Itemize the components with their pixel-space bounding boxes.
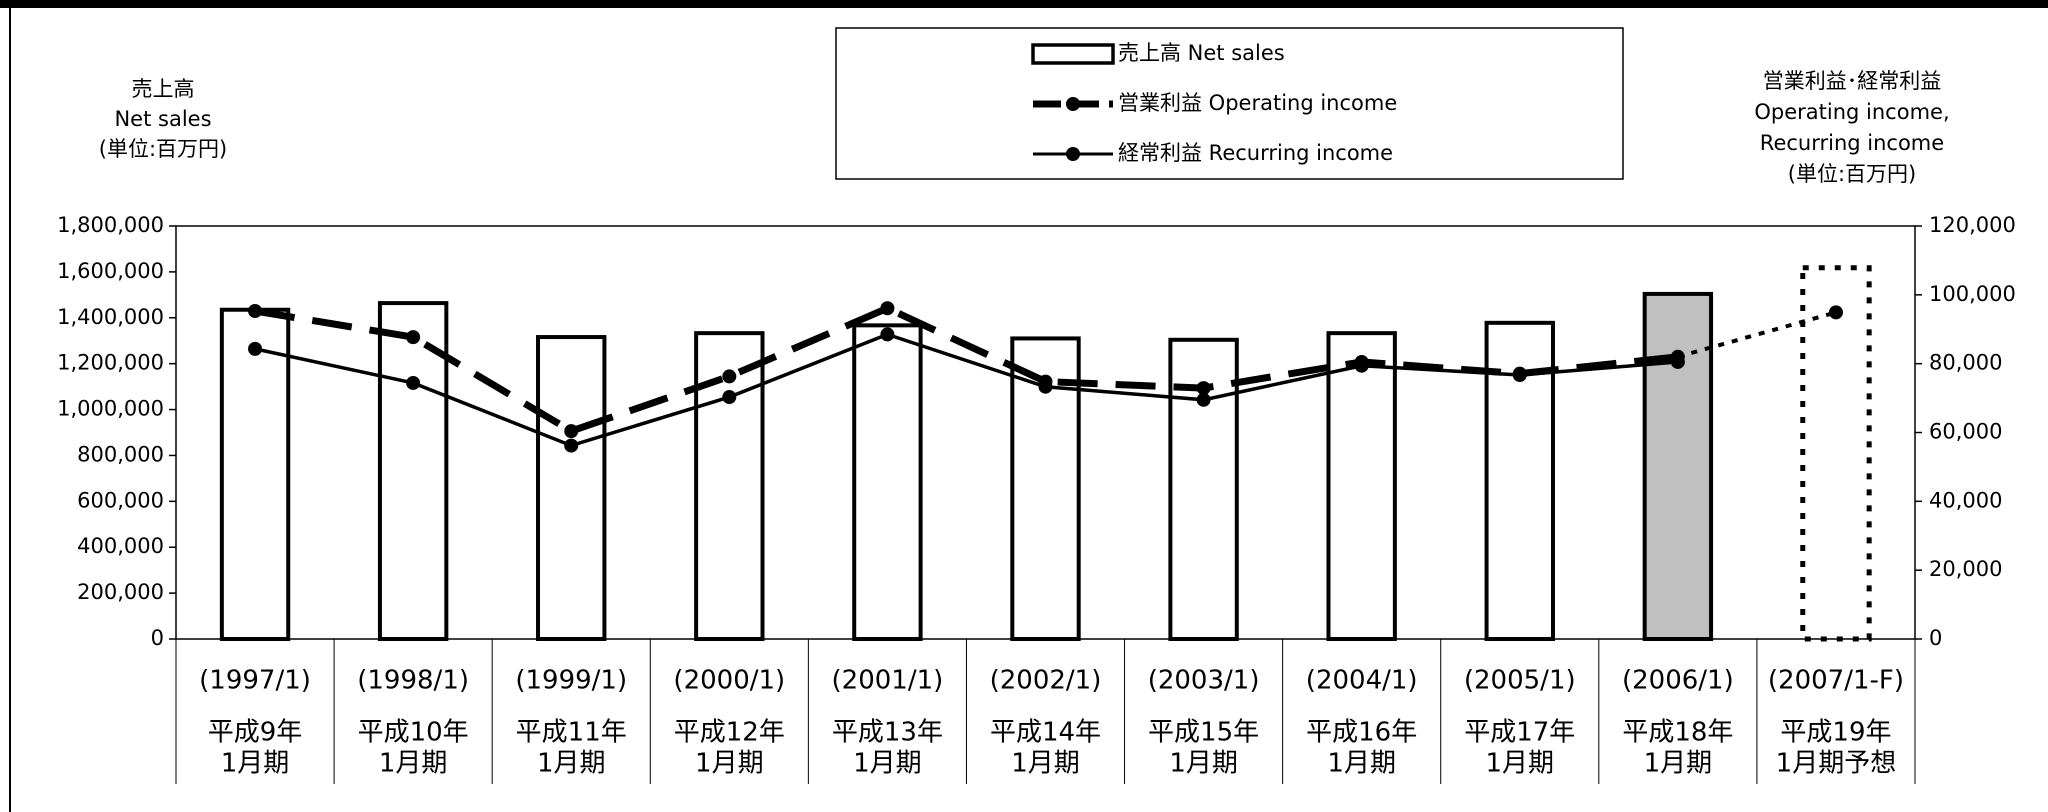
line-marker [406,375,421,390]
x-period-label: 平成18年 [1622,718,1733,748]
x-period-label: 1月期 [1169,749,1238,779]
x-period-label: 1月期 [1644,749,1713,779]
legend-marker [1066,147,1080,161]
line [254,332,1679,448]
bar [1800,265,1872,642]
legend-marker [1066,97,1080,111]
line-marker [248,341,263,356]
line-marker [1354,358,1369,373]
x-period-label: 平成16年 [1306,718,1417,748]
y2-axis-title: Operating income, [1754,100,1949,124]
x-period-label: 平成10年 [358,718,469,748]
line-marker [880,301,895,316]
y2-tick-label: 120,000 [1929,213,2016,237]
y2-tick-label: 60,000 [1929,420,2002,444]
x-period-label: 1月期 [853,749,922,779]
line-marker [1196,392,1211,407]
x-period-label: 平成19年 [1780,718,1891,748]
x-tick-label: (1999/1) [515,666,627,696]
y-axis-title: Net sales [114,107,211,131]
y2-tick-label: 20,000 [1929,557,2002,581]
x-period-label: 1月期予想 [1776,749,1897,779]
x-tick-label: (2003/1) [1148,666,1260,696]
line-marker [1670,354,1685,369]
y-tick-label: 1,000,000 [57,397,164,421]
y-tick-label: 800,000 [77,442,164,466]
top-bar [0,0,2048,8]
line-marker [564,438,579,453]
y2-tick-label: 100,000 [1929,282,2016,306]
x-period-label: 平成14年 [990,718,1101,748]
legend-label: 経常利益 Recurring income [1118,141,1393,165]
x-tick-label: (2001/1) [832,666,944,696]
legend-label: 営業利益 Operating income [1118,91,1397,115]
y-tick-label: 1,600,000 [57,259,164,283]
x-period-label: 1月期 [537,749,606,779]
x-period-label: 1月期 [1327,749,1396,779]
x-tick-label: (2004/1) [1306,666,1418,696]
x-tick-label: (2005/1) [1464,666,1576,696]
x-period-label: 平成12年 [674,718,785,748]
y-tick-label: 1,200,000 [57,351,164,375]
bar [1326,331,1397,641]
line-marker [722,369,737,384]
x-period-label: 平成13年 [832,718,943,748]
x-period-label: 1月期 [695,749,764,779]
bar [1642,291,1714,641]
line-marker [1512,368,1527,383]
bar [852,323,923,641]
y-tick-label: 1,400,000 [57,305,164,329]
x-period-label: 平成11年 [516,718,627,748]
bar [377,301,449,641]
line-marker [1038,379,1053,394]
y-axis-title: 売上高 [132,77,195,101]
line-marker [248,304,263,319]
x-period-label: 1月期 [1011,749,1080,779]
x-tick-label: (2000/1) [673,666,785,696]
line-marker [1196,381,1211,396]
line-marker [1828,305,1843,320]
y-axis-title: (単位:百万円) [99,137,227,161]
x-tick-label: (2007/1-F) [1768,666,1904,696]
y2-tick-label: 40,000 [1929,488,2002,512]
y-tick-label: 400,000 [77,534,164,558]
bar [219,307,291,641]
line-marker [564,424,579,439]
legend-box [835,27,1624,180]
x-tick-label: (2006/1) [1622,666,1734,696]
y2-axis-title: 営業利益･経常利益 [1763,69,1942,93]
x-tick-label: (1998/1) [357,666,469,696]
y-tick-label: 1,800,000 [57,213,164,237]
y-tick-label: 600,000 [77,488,164,512]
x-period-label: 平成17年 [1464,718,1575,748]
line-marker [880,327,895,342]
x-period-label: 平成15年 [1148,718,1259,748]
y2-tick-label: 80,000 [1929,351,2002,375]
line-marker [722,390,737,405]
x-period-label: 1月期 [1485,749,1554,779]
y2-tick-label: 0 [1929,626,1942,650]
legend-swatch [1031,43,1115,65]
x-period-label: 1月期 [221,749,290,779]
x-tick-label: (1997/1) [199,666,311,696]
x-tick-label: (2002/1) [990,666,1102,696]
y2-axis-title: Recurring income [1760,131,1944,155]
bar [536,335,607,641]
y-tick-label: 0 [151,626,164,650]
x-period-label: 1月期 [379,749,448,779]
x-period-label: 平成9年 [208,718,303,748]
legend-label: 売上高 Net sales [1118,41,1285,65]
line [254,304,1679,435]
line-marker [406,330,421,345]
y2-axis-title: (単位:百万円) [1788,162,1916,186]
y-tick-label: 200,000 [77,580,164,604]
